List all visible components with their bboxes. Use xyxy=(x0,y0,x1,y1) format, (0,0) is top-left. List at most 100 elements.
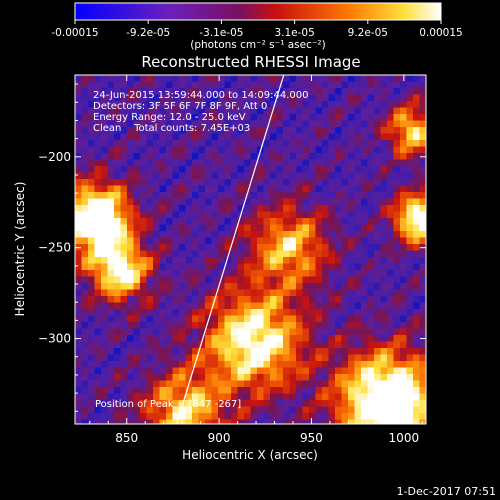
heatmap-cell xyxy=(94,413,102,420)
heatmap-cell xyxy=(153,276,160,284)
heatmap-cell xyxy=(270,263,277,271)
heatmap-cell xyxy=(179,413,186,420)
heatmap-cell xyxy=(302,400,310,407)
heatmap-cell xyxy=(341,159,349,167)
heatmap-cell xyxy=(172,270,180,277)
heatmap-cell xyxy=(205,335,212,342)
heatmap-cell xyxy=(140,179,147,186)
heatmap-cell xyxy=(81,296,89,303)
heatmap-cell xyxy=(205,172,212,180)
heatmap-cell xyxy=(101,94,108,102)
heatmap-cell xyxy=(250,198,258,206)
heatmap-cell xyxy=(231,335,238,342)
heatmap-cell xyxy=(140,107,147,115)
heatmap-cell xyxy=(172,133,180,141)
heatmap-cell xyxy=(413,75,420,82)
heatmap-cell xyxy=(120,218,128,225)
heatmap-cell xyxy=(250,250,258,258)
heatmap-cell xyxy=(224,198,232,206)
heatmap-cell xyxy=(224,406,232,414)
heatmap-cell xyxy=(413,257,420,264)
heatmap-cell xyxy=(244,120,251,128)
heatmap-cell xyxy=(263,413,271,420)
heatmap-cell xyxy=(341,231,349,238)
heatmap-cell xyxy=(211,198,219,206)
heatmap-cell xyxy=(296,172,303,180)
heatmap-cell xyxy=(127,387,134,394)
heatmap-cell xyxy=(218,192,225,199)
heatmap-cell xyxy=(315,120,323,128)
heatmap-cell xyxy=(133,81,141,89)
heatmap-cell xyxy=(283,380,290,388)
heatmap-cell xyxy=(296,302,303,310)
heatmap-cell xyxy=(406,380,414,388)
heatmap-cell xyxy=(244,172,251,180)
heatmap-cell xyxy=(270,380,277,388)
heatmap-cell xyxy=(127,198,134,206)
heatmap-cell xyxy=(75,133,82,141)
heatmap-cell xyxy=(289,133,297,141)
heatmap-cell xyxy=(120,263,128,271)
heatmap-cell xyxy=(81,374,89,381)
heatmap-cell xyxy=(374,413,381,420)
heatmap-cell xyxy=(400,315,407,323)
heatmap-cell xyxy=(107,354,115,362)
heatmap-cell xyxy=(335,400,342,407)
heatmap-cell xyxy=(211,244,219,251)
heatmap-cell xyxy=(153,231,160,238)
heatmap-cell xyxy=(354,81,362,89)
heatmap-cell xyxy=(192,341,199,349)
heatmap-cell xyxy=(159,153,167,160)
heatmap-cell xyxy=(231,250,238,258)
heatmap-cell xyxy=(413,231,420,238)
heatmap-cell xyxy=(88,257,95,264)
heatmap-cell xyxy=(81,289,89,297)
heatmap-cell xyxy=(146,387,154,394)
heatmap-cell xyxy=(328,419,336,424)
heatmap-cell xyxy=(400,335,407,342)
heatmap-cell xyxy=(81,237,89,245)
heatmap-cell xyxy=(218,133,225,141)
heatmap-cell xyxy=(289,257,297,264)
heatmap-cell xyxy=(133,406,141,414)
peak-position-label: Position of Peak = [847 -267] xyxy=(95,399,241,410)
heatmap-cell xyxy=(224,257,232,264)
heatmap-cell xyxy=(380,133,388,141)
heatmap-cell xyxy=(224,276,232,284)
heatmap-cell xyxy=(146,302,154,310)
heatmap-cell xyxy=(328,101,336,108)
heatmap-cell xyxy=(250,289,258,297)
heatmap-cell xyxy=(114,94,121,102)
heatmap-cell xyxy=(218,354,225,362)
heatmap-cell xyxy=(283,146,290,154)
heatmap-cell xyxy=(192,419,199,424)
heatmap-cell xyxy=(380,361,388,368)
heatmap-cell xyxy=(94,257,102,264)
heatmap-cell xyxy=(406,393,414,401)
heatmap-cell xyxy=(367,205,375,212)
heatmap-cell xyxy=(406,166,414,173)
heatmap-cell xyxy=(75,374,82,381)
heatmap-cell xyxy=(146,107,154,115)
heatmap-cell xyxy=(133,75,141,82)
heatmap-cell xyxy=(393,179,401,186)
heatmap-cell xyxy=(231,296,238,303)
heatmap-cell xyxy=(153,159,160,167)
heatmap-cell xyxy=(367,153,375,160)
heatmap-cell xyxy=(172,237,180,245)
heatmap-cell xyxy=(413,393,420,401)
heatmap-cell xyxy=(172,406,180,414)
heatmap-cell xyxy=(179,185,186,193)
heatmap-cell xyxy=(354,133,362,141)
heatmap-cell xyxy=(94,127,102,134)
heatmap-cell xyxy=(237,270,245,277)
heatmap-cell xyxy=(413,250,420,258)
heatmap-cell xyxy=(107,270,115,277)
heatmap-cell xyxy=(198,413,206,420)
heatmap-cell xyxy=(302,146,310,154)
heatmap-cell xyxy=(406,81,414,89)
heatmap-cell xyxy=(146,218,154,225)
heatmap-cell xyxy=(263,218,271,225)
heatmap-cell xyxy=(309,172,316,180)
